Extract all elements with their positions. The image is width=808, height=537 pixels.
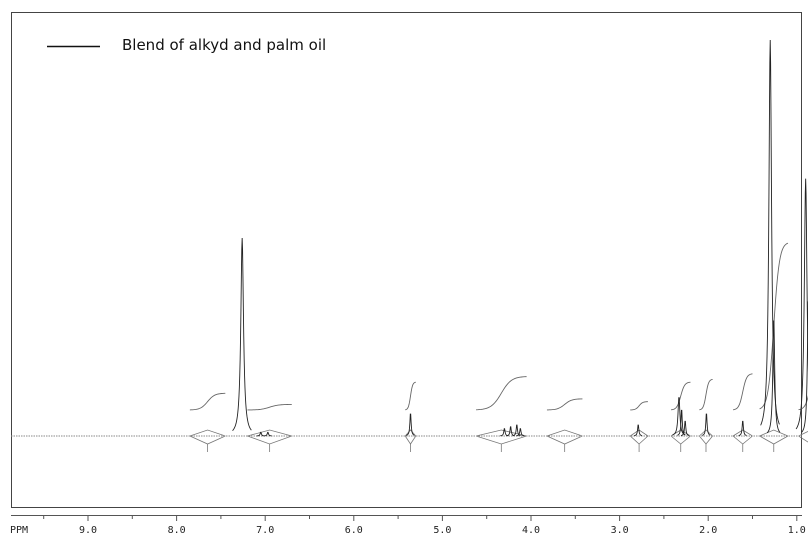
x-tick-label: 6.0 xyxy=(345,525,363,536)
integration-marker xyxy=(699,429,713,445)
x-axis-label: PPM xyxy=(10,525,28,536)
x-tick-label: 9.0 xyxy=(79,525,97,536)
integral-curve xyxy=(798,395,808,411)
integral-curve xyxy=(247,403,292,411)
spectrum-peak xyxy=(633,424,643,437)
integration-marker xyxy=(670,429,691,445)
spectrum-peak xyxy=(760,39,780,426)
x-axis-ticks xyxy=(43,515,798,521)
spectrum-peak xyxy=(256,431,265,437)
spectrum-peak xyxy=(512,424,521,437)
x-tick-label: 5.0 xyxy=(433,525,451,536)
integral-curve xyxy=(405,381,416,411)
x-tick-label: 3.0 xyxy=(611,525,629,536)
integration-marker xyxy=(475,429,527,445)
spectrum-peak xyxy=(680,420,690,437)
integral-curve xyxy=(630,401,648,411)
spectrum-peak xyxy=(795,178,808,430)
spectrum-peak xyxy=(677,409,686,436)
integration-marker xyxy=(247,429,292,445)
x-tick-label: 4.0 xyxy=(522,525,540,536)
spectrum-peak xyxy=(516,428,525,437)
spectrum-peaks xyxy=(232,39,808,437)
integral-curve xyxy=(699,378,713,411)
plot-frame xyxy=(11,12,802,508)
x-axis-tick-labels: 9.0 8.0 7.0 6.0 5.0 4.0 3.0 2.0 1.0 xyxy=(79,525,806,536)
integral-curve xyxy=(670,381,691,411)
x-tick-label: 2.0 xyxy=(699,525,717,536)
integration-region-markers xyxy=(189,429,808,452)
integration-marker xyxy=(546,429,583,445)
spectrum-peak xyxy=(766,320,781,434)
x-tick-label: 8.0 xyxy=(168,525,186,536)
spectrum-peak xyxy=(738,420,747,437)
integral-curve xyxy=(189,392,226,411)
legend-entry-label: Blend of alkyd and palm oil xyxy=(122,36,327,54)
integral-curve xyxy=(546,398,583,411)
integral-traces xyxy=(189,242,808,411)
spectrum-peak xyxy=(672,397,686,436)
spectrum-peak xyxy=(702,413,711,436)
integration-marker xyxy=(759,429,789,445)
integration-marker xyxy=(798,430,808,443)
x-tick-label: 1.0 xyxy=(788,525,806,536)
integration-marker xyxy=(732,429,753,445)
integration-marker xyxy=(404,429,417,445)
integration-marker xyxy=(189,429,226,445)
spectrum-peak xyxy=(406,413,415,436)
spectrum-peak xyxy=(263,431,272,437)
spectrum-peak xyxy=(232,237,252,431)
spectrum-peak xyxy=(801,301,808,433)
x-tick-label: 7.0 xyxy=(256,525,274,536)
integral-curve xyxy=(476,376,527,411)
integral-curve xyxy=(732,373,753,411)
